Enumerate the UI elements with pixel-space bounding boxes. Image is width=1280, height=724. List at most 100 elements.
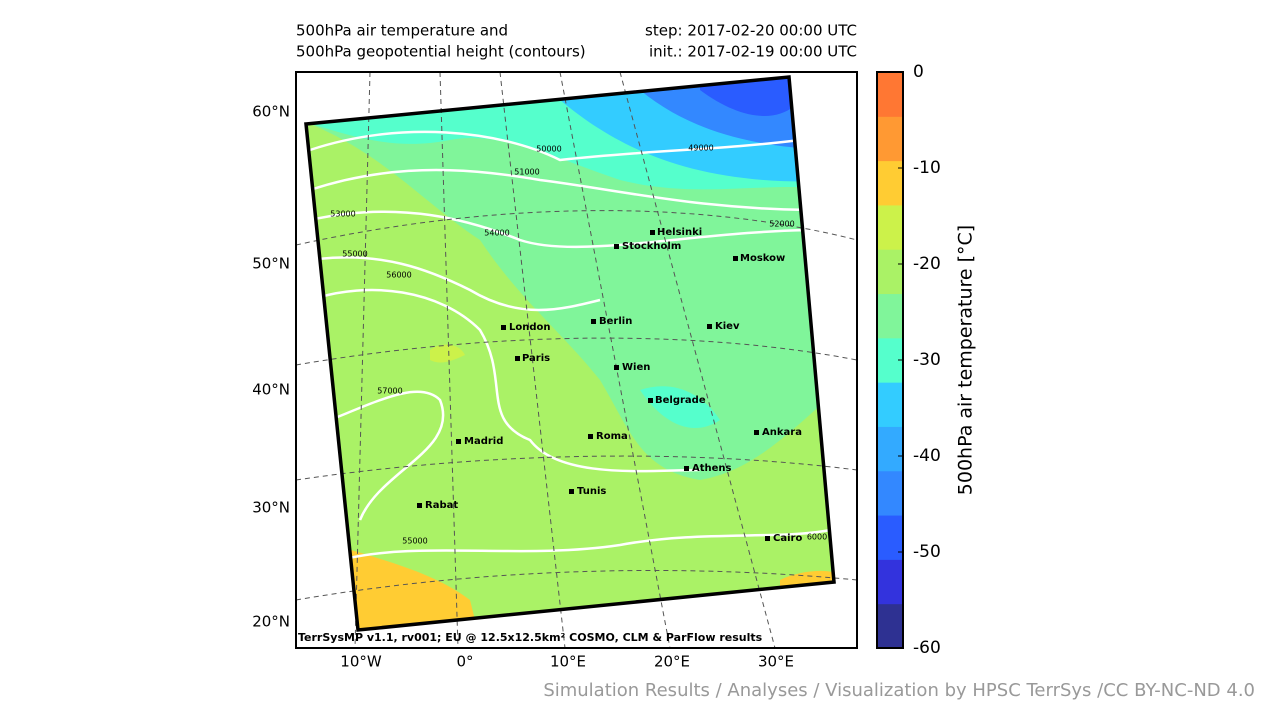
colorbar-tick-label: -10 — [913, 158, 941, 178]
colorbar-tick-label: 0 — [913, 62, 924, 82]
city: Belgrade — [648, 395, 706, 406]
colorbar-tick-label: -50 — [913, 542, 941, 562]
city: Rabat — [417, 500, 458, 511]
colorbar-segment — [877, 72, 903, 117]
city-label: London — [509, 322, 551, 333]
lon-label: 20°E — [654, 653, 690, 671]
city: Kiev — [707, 321, 740, 332]
city-marker — [707, 324, 712, 329]
city: Helsinki — [650, 227, 702, 238]
city-marker — [765, 536, 770, 541]
city-marker — [648, 398, 653, 403]
temperature-field — [306, 77, 834, 630]
colorbar-label: 500hPa air temperature [°C] — [955, 225, 977, 495]
contour-label: 56000 — [386, 271, 411, 280]
lon-label: 0° — [456, 653, 473, 671]
colorbar-segment — [877, 249, 903, 295]
lat-label: 40°N — [252, 381, 290, 399]
lat-label: 20°N — [252, 613, 290, 631]
footer-note: TerrSysMP v1.1, rv001; EU @ 12.5x12.5km²… — [298, 631, 763, 644]
lat-label: 50°N — [252, 255, 290, 273]
city-label: Roma — [596, 431, 628, 442]
city-label: Belgrade — [655, 395, 706, 406]
colorbar-segment — [877, 160, 903, 206]
city: Athens — [684, 463, 732, 474]
city-label: Ankara — [762, 427, 802, 438]
contour-label: 57000 — [377, 387, 402, 396]
contour-label: 54000 — [484, 229, 509, 238]
city-marker — [614, 244, 619, 249]
lat-label: 60°N — [252, 103, 290, 121]
field-fill — [640, 386, 720, 429]
cities: Helsinki Stockholm Moskow Berlin London … — [417, 227, 802, 544]
colorbar-segment — [877, 204, 903, 250]
city-label: Berlin — [599, 316, 632, 327]
city: Madrid — [456, 436, 503, 447]
colorbar-segment — [877, 382, 903, 427]
city-label: Rabat — [425, 500, 458, 511]
lon-labels: 10°W 0° 10°E 20°E 30°E — [340, 653, 794, 671]
colorbar: 0 -10 -20 -30 -40 -50 -60 — [876, 62, 941, 658]
colorbar-segment — [877, 426, 903, 472]
city-label: Madrid — [464, 436, 503, 447]
city-marker — [591, 319, 596, 324]
colorbar-segment — [877, 116, 903, 162]
city: Ankara — [754, 427, 802, 438]
city: Wien — [614, 362, 650, 373]
contour-label: 55000 — [342, 250, 367, 259]
city: Tunis — [569, 486, 606, 497]
contour-label: 6000 — [807, 533, 827, 542]
contour-label: 49000 — [688, 144, 713, 153]
lon-label: 30°E — [758, 653, 794, 671]
contour-label: 50000 — [536, 145, 561, 154]
contour-labels: 50000 49000 51000 53000 54000 52000 5500… — [330, 144, 827, 546]
city-marker — [754, 430, 759, 435]
colorbar-segment — [877, 293, 903, 339]
city: Stockholm — [614, 241, 681, 252]
title-line: 500hPa geopotential height (contours) — [296, 43, 586, 61]
city-label: Stockholm — [622, 241, 681, 252]
field-fill — [430, 344, 465, 363]
city-marker — [456, 439, 461, 444]
step-label: step: 2017-02-20 00:00 UTC — [645, 22, 857, 40]
city-marker — [417, 503, 422, 508]
city-marker — [650, 230, 655, 235]
lon-label: 10°W — [340, 653, 382, 671]
lon-label: 10°E — [550, 653, 586, 671]
field-fill — [320, 540, 480, 630]
city-marker — [515, 356, 520, 361]
colorbar-segment — [877, 515, 903, 560]
contour-label: 52000 — [769, 220, 794, 229]
colorbar-segment — [877, 470, 903, 516]
city: Roma — [588, 431, 628, 442]
colorbar-tick-label: -40 — [913, 446, 941, 466]
lat-labels: 60°N 50°N 40°N 30°N 20°N — [252, 103, 290, 631]
city: Berlin — [591, 316, 632, 327]
city: Moskow — [733, 253, 785, 264]
city-marker — [684, 466, 689, 471]
city-label: Wien — [622, 362, 650, 373]
map-area — [296, 72, 857, 648]
domain-border — [304, 75, 836, 632]
city-marker — [501, 325, 506, 330]
map-frame — [295, 71, 858, 649]
city-label: Athens — [692, 463, 732, 474]
city-label: Moskow — [740, 253, 785, 264]
city-label: Kiev — [715, 321, 740, 332]
city: Cairo — [765, 533, 802, 544]
city-label: Helsinki — [657, 227, 702, 238]
city-label: Paris — [522, 353, 550, 364]
credit: Simulation Results / Analyses / Visualiz… — [543, 680, 1255, 701]
contour-label: 55000 — [402, 537, 427, 546]
lat-label: 30°N — [252, 499, 290, 517]
contour-label: 53000 — [330, 210, 355, 219]
colorbar-segment — [877, 559, 903, 605]
title-line: 500hPa air temperature and — [296, 22, 508, 40]
colorbar-tick-label: -60 — [913, 638, 941, 658]
city-marker — [588, 434, 593, 439]
city-marker — [733, 256, 738, 261]
colorbar-tick-label: -30 — [913, 350, 941, 370]
city: London — [501, 322, 551, 333]
